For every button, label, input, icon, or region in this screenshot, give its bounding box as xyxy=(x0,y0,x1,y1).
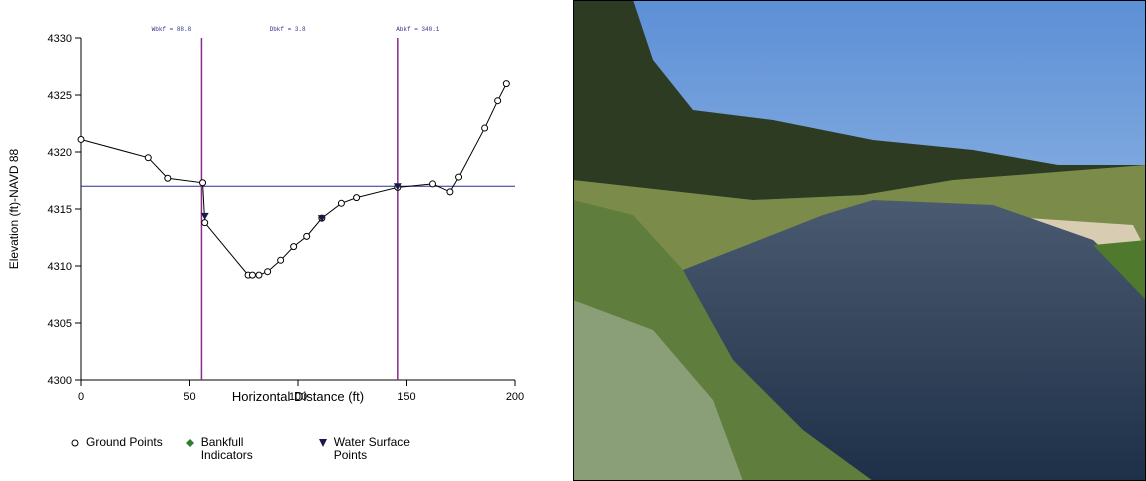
profile-line xyxy=(80,83,507,276)
point xyxy=(393,183,402,191)
point xyxy=(353,194,361,202)
x-axis-label: Horizontal Distance (ft) xyxy=(232,389,364,404)
legend-icon xyxy=(71,439,79,447)
point xyxy=(429,180,437,188)
y-tick-label: 4310 xyxy=(48,261,72,273)
x-tick-label: 50 xyxy=(183,391,195,403)
point xyxy=(502,80,510,88)
annotation: Wbkf = 88.8 xyxy=(152,26,192,33)
river xyxy=(683,200,1146,481)
chart: Horizontal Distance (ft) Elevation (ft)-… xyxy=(7,26,524,404)
point xyxy=(144,154,152,162)
far-bank xyxy=(1093,240,1146,300)
point xyxy=(303,232,311,240)
legend-label: Water Surface Points xyxy=(333,435,410,462)
y-axis-label: Elevation (ft)-NAVD 88 xyxy=(7,148,21,269)
point xyxy=(255,271,263,279)
point xyxy=(494,97,502,105)
point xyxy=(337,199,345,207)
photo xyxy=(573,0,1146,481)
y-tick-label: 4320 xyxy=(48,147,72,159)
y-tick-label: 4315 xyxy=(48,204,72,216)
y-tick-label: 4325 xyxy=(48,90,72,102)
annotation: Dbkf = 3.8 xyxy=(270,26,306,33)
y-tick-label: 4305 xyxy=(48,318,72,330)
point xyxy=(455,173,463,181)
point xyxy=(446,188,454,196)
point xyxy=(164,174,172,182)
legend-item: Bankfull Indicators xyxy=(185,436,296,462)
legend: Ground Points Bankfull Indicators Water Su… xyxy=(70,436,490,462)
x-tick-label: 0 xyxy=(78,391,84,403)
point xyxy=(481,124,489,132)
legend-item: Water Surface Points xyxy=(318,436,429,462)
x-tick-label: 200 xyxy=(506,391,524,403)
point xyxy=(77,135,85,143)
point xyxy=(317,215,326,223)
legend-item: Ground Points xyxy=(70,436,163,462)
point xyxy=(201,219,209,227)
point xyxy=(277,256,285,264)
legend-icon xyxy=(318,439,327,447)
point xyxy=(264,268,272,276)
legend-label: Bankfull Indicators xyxy=(200,435,253,462)
point xyxy=(248,271,256,279)
point xyxy=(199,179,207,187)
legend-icon xyxy=(185,439,194,447)
annotation: Abkf = 340.1 xyxy=(396,26,440,33)
y-tick-label: 4330 xyxy=(48,33,72,45)
x-tick-label: 150 xyxy=(397,391,415,403)
legend-label: Ground Points xyxy=(86,435,163,449)
sagebrush xyxy=(573,300,743,481)
y-tick-label: 4300 xyxy=(48,375,72,387)
point xyxy=(200,212,209,220)
point xyxy=(290,243,298,251)
x-tick-label: 100 xyxy=(289,391,307,403)
